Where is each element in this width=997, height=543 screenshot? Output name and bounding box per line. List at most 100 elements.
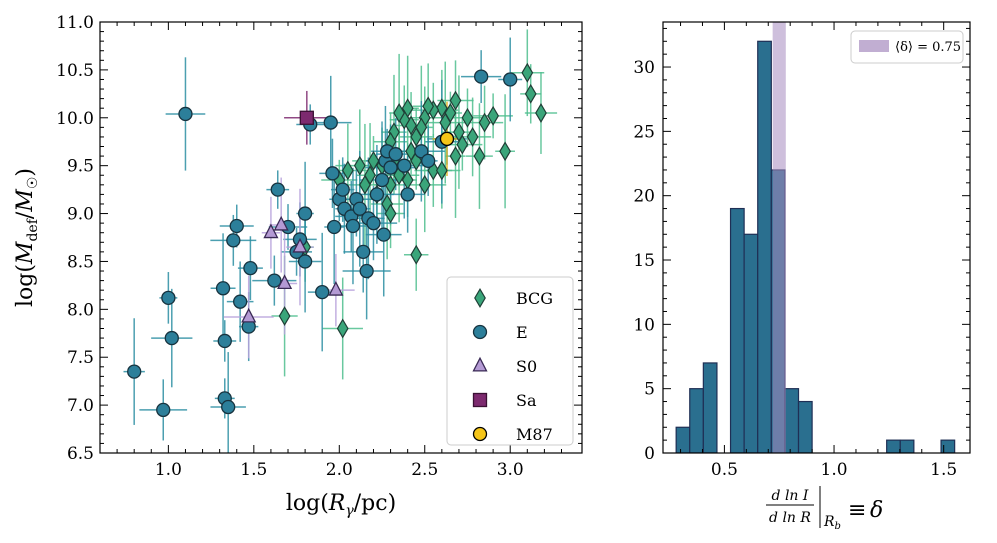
y-tick-label: 8.0 <box>67 300 94 320</box>
y-tick-label: 11.0 <box>56 13 94 33</box>
point-E-31 <box>352 201 367 216</box>
y-axis-label: log(Mdef/M☉)log(Mdef/M☉) <box>13 168 41 307</box>
point-BCG-25 <box>418 174 431 195</box>
legend-label-Sa: Sa <box>516 391 537 410</box>
hist-legend-swatch <box>859 40 889 52</box>
hy-tick-label: 5 <box>644 380 655 400</box>
y-tick-label: 8.5 <box>67 252 94 272</box>
point-E-35 <box>366 215 381 231</box>
point-E-46 <box>421 153 436 169</box>
legend-label-BCG: BCG <box>516 289 553 308</box>
point-S0-4 <box>292 237 308 253</box>
y-tick-label: 9.0 <box>67 205 94 225</box>
point-E-19 <box>297 206 313 221</box>
histogram-bar-8 <box>784 388 800 453</box>
point-Sa-0 <box>299 110 314 125</box>
point-E-22 <box>323 115 338 130</box>
legend-label-E: E <box>516 323 528 342</box>
point-E-15 <box>270 182 285 197</box>
point-E-5 <box>215 281 231 296</box>
legend-marker-BCG <box>474 288 486 308</box>
hx-tick-label: 1.5 <box>930 460 957 480</box>
point-E-10 <box>229 218 244 234</box>
point-S0-2 <box>273 215 289 231</box>
point-E-29 <box>345 218 361 234</box>
point-E-33 <box>359 263 374 279</box>
histogram-bar-1 <box>689 388 704 453</box>
histogram-bar-4 <box>729 207 745 453</box>
x-tick-label: 3.0 <box>497 460 524 480</box>
label-numerator: d ln I <box>772 488 809 504</box>
point-S0-5 <box>328 280 344 296</box>
legend-marker-M87 <box>472 426 488 442</box>
point-E-2 <box>161 290 176 305</box>
legend-label-S0: S0 <box>516 357 537 376</box>
legend-marker-E <box>472 324 488 340</box>
point-BCG-2 <box>535 103 547 123</box>
point-BCG-49 <box>466 126 479 147</box>
point-BCG-21 <box>393 103 406 123</box>
point-E-36 <box>369 187 385 202</box>
point-E-21 <box>315 284 330 300</box>
hist-legend-label: ⟨δ⟩ = 0.75 <box>895 40 961 55</box>
histogram-bar-5 <box>743 233 759 453</box>
point-BCG-44 <box>278 306 291 326</box>
point-E-20 <box>297 254 313 269</box>
point-E-45 <box>414 144 429 159</box>
point-BCG-39 <box>341 160 354 181</box>
point-E-49 <box>474 69 489 84</box>
point-E-13 <box>243 260 258 276</box>
point-E-41 <box>383 160 398 175</box>
x-axis-label: log(Rγ/pc)log(Rγ/pc) <box>286 491 396 519</box>
label-denominator: d ln R <box>769 510 811 526</box>
y-tick-label: 7.5 <box>67 348 94 368</box>
point-E-3 <box>164 330 179 346</box>
point-E-6 <box>217 333 232 349</box>
scatter-frame <box>99 21 583 454</box>
point-BCG-3 <box>499 141 511 162</box>
point-E-50 <box>503 72 518 87</box>
hist-legend-box <box>850 30 964 64</box>
point-BCG-11 <box>439 112 452 133</box>
point-S0-0 <box>241 307 257 323</box>
hy-tick-label: 25 <box>633 122 655 142</box>
point-E-0 <box>127 364 142 379</box>
point-BCG-46 <box>435 160 448 181</box>
point-BCG-6 <box>487 105 500 126</box>
y-tick-label: 6.5 <box>67 444 94 464</box>
legend-marker-S0 <box>472 356 488 372</box>
point-S0-1 <box>263 223 279 239</box>
x-tick-label: 2.5 <box>411 460 438 480</box>
x-tick-label: 2.0 <box>326 460 353 480</box>
point-BCG-1 <box>524 83 537 104</box>
histogram-frame <box>662 21 971 454</box>
point-E-14 <box>267 273 282 288</box>
point-BCG-41 <box>384 203 397 224</box>
legend-marker-Sa <box>472 392 488 408</box>
point-BCG-47 <box>449 146 462 167</box>
point-BCG-43 <box>336 318 349 339</box>
label-subscript: Rb <box>823 514 841 532</box>
histogram-bar-6 <box>757 40 772 453</box>
point-M87-0 <box>439 131 455 146</box>
mean-delta-band <box>772 22 786 453</box>
point-BCG-5 <box>473 146 486 167</box>
point-E-42 <box>388 147 403 162</box>
label-delta: δ <box>870 498 883 523</box>
point-BCG-48 <box>453 122 465 143</box>
histogram-bar-0 <box>675 426 691 453</box>
point-E-11 <box>233 294 248 309</box>
histogram-bar-11 <box>899 439 915 453</box>
x-tick-label: 1.0 <box>155 460 182 480</box>
point-E-44 <box>400 187 415 202</box>
point-BCG-37 <box>359 174 371 195</box>
point-BCG-27 <box>405 141 417 162</box>
hx-tick-label: 1.0 <box>821 460 848 480</box>
legend-label-M87: M87 <box>516 425 553 444</box>
point-BCG-7 <box>461 107 474 128</box>
point-BCG-17 <box>410 126 423 147</box>
point-E-32 <box>356 244 371 260</box>
x-tick-label: 1.5 <box>240 460 267 480</box>
